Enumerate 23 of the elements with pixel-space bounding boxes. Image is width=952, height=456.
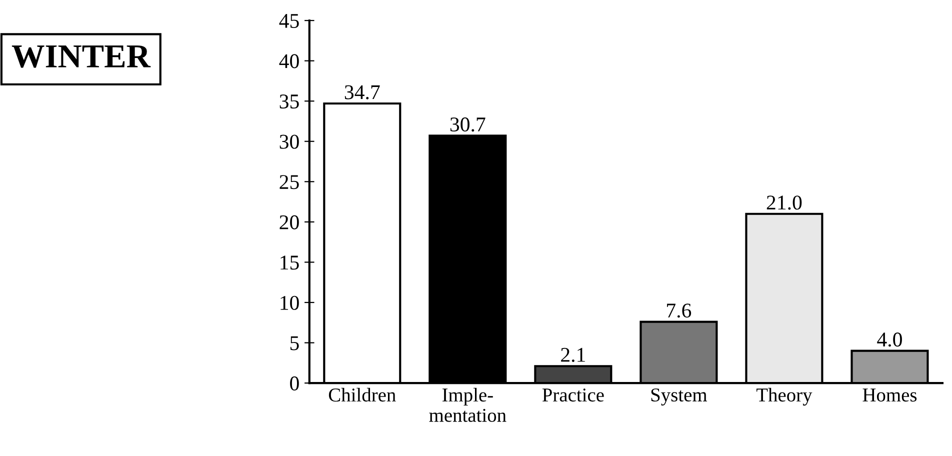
y-tick-label: 25 xyxy=(280,175,299,190)
x-tick-label: Children xyxy=(328,388,396,402)
y-tick-label: 30 xyxy=(280,134,299,149)
data-label: 2.1 xyxy=(561,348,585,362)
x-tick-label: System xyxy=(651,388,708,406)
y-tick-label: 40 xyxy=(279,54,299,68)
data-label: 7.6 xyxy=(667,304,692,318)
x-tick-label: Homes xyxy=(862,388,917,402)
x-tick-label: Practice xyxy=(542,388,604,402)
data-label: 21.0 xyxy=(766,196,802,210)
y-tick-label: 5 xyxy=(290,336,299,350)
data-label: 30.7 xyxy=(450,117,486,132)
y-tick-label: 0 xyxy=(290,376,299,390)
y-tick-label: 20 xyxy=(280,215,299,230)
data-label: 34.7 xyxy=(344,85,380,100)
y-tick-label: 10 xyxy=(280,296,299,310)
data-label: 4.0 xyxy=(877,332,902,347)
text: WINTER xyxy=(12,45,151,68)
y-tick-label: 35 xyxy=(280,94,299,109)
x-tick-label: Imple- mentation xyxy=(429,388,506,422)
x-tick-label: Theory xyxy=(756,388,812,406)
y-tick-label: 45 xyxy=(279,14,299,28)
y-tick-label: 15 xyxy=(280,256,299,270)
